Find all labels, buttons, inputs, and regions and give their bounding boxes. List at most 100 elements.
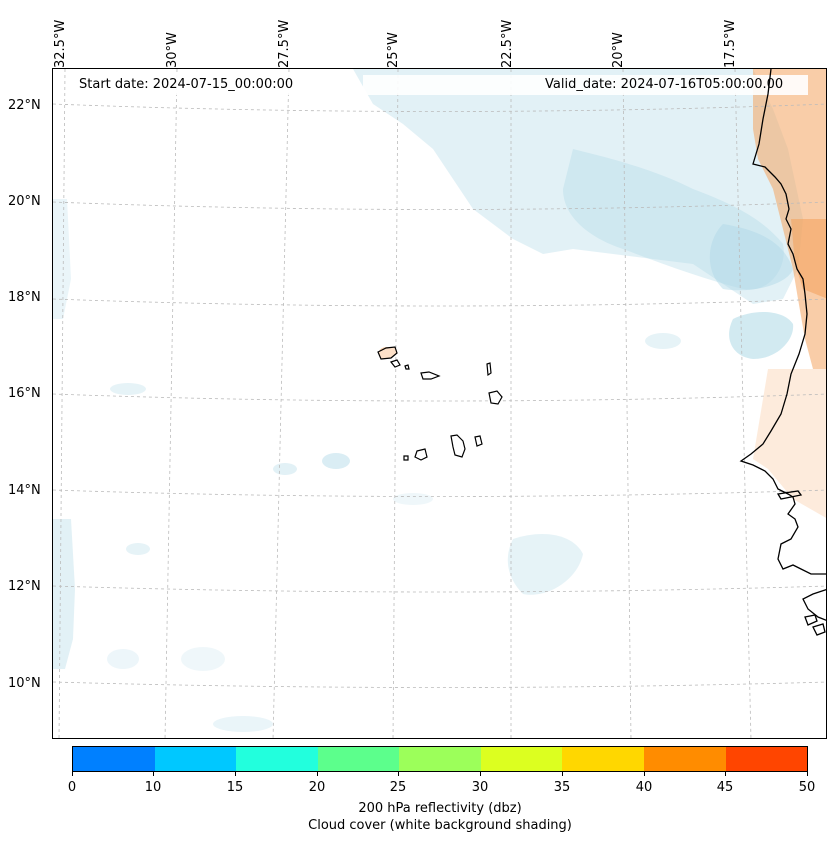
colorbar-segment xyxy=(317,747,400,771)
warm-land-south xyxy=(753,369,826,518)
cape-verde-islands xyxy=(377,346,503,461)
island-sao-nicolau xyxy=(420,371,441,380)
colorbar-tick-label: 15 xyxy=(226,780,244,795)
cloud-patch-west-north xyxy=(53,199,71,319)
lat-label: 12°N xyxy=(8,579,41,594)
colorbar-tickmark xyxy=(398,772,399,776)
cloud-blob xyxy=(181,647,225,671)
warm-land-core xyxy=(791,219,826,299)
colorbar-tickmark xyxy=(807,772,808,776)
colorbar-tickmark xyxy=(153,772,154,776)
lon-label: 22.5°W xyxy=(500,19,515,68)
header-backdrop xyxy=(73,75,333,95)
cloud-core-north xyxy=(563,149,784,290)
meridian-line xyxy=(272,69,290,738)
warm-land-north xyxy=(753,69,826,369)
island-santiago xyxy=(450,434,466,458)
colorbar-segment xyxy=(73,747,155,771)
meridian-line xyxy=(164,69,178,738)
colorbar-tickmark xyxy=(235,772,236,776)
island-santa-luzia xyxy=(404,364,410,370)
bissagos-island xyxy=(804,614,818,626)
meridian-line xyxy=(392,69,399,738)
colorbar-tickmark xyxy=(725,772,726,776)
map-svg xyxy=(53,69,826,738)
island-brava xyxy=(403,455,409,461)
colorbar-tickmark xyxy=(644,772,645,776)
lat-label: 18°N xyxy=(8,290,41,305)
island-maio xyxy=(474,435,483,447)
colorbar-segment xyxy=(725,747,808,771)
colorbar-segment xyxy=(643,747,726,771)
colorbar-tick-label: 25 xyxy=(389,780,407,795)
cloud-patch-coast xyxy=(729,312,794,359)
meridian-line xyxy=(622,69,632,738)
parallel-line xyxy=(53,201,826,210)
parallel-line xyxy=(53,489,826,497)
cloud-blob xyxy=(645,333,681,349)
cloud-band-north xyxy=(353,69,803,304)
cloud-blob xyxy=(126,543,150,555)
colorbar-tick-label: 40 xyxy=(635,780,653,795)
lat-label: 22°N xyxy=(8,98,41,113)
cloud-patch-17n xyxy=(709,224,793,291)
colorbar-segment xyxy=(399,747,481,771)
lon-label: 27.5°W xyxy=(277,19,292,68)
colorbar-title: 200 hPa reflectivity (dbz) xyxy=(358,801,522,816)
map-canvas xyxy=(52,68,827,739)
island-sao-vicente xyxy=(389,359,401,368)
lon-label: 17.5°W xyxy=(723,19,738,68)
colorbar-tickmark xyxy=(480,772,481,776)
colorbar-tick-label: 30 xyxy=(471,780,489,795)
lat-label: 14°N xyxy=(8,483,41,498)
lon-label: 20°W xyxy=(611,32,626,68)
cloud-blob xyxy=(213,716,273,732)
cloud-strip-west xyxy=(53,519,75,669)
warm-shading xyxy=(379,69,826,518)
colorbar-tick-label: 45 xyxy=(716,780,734,795)
start-date-label: Start date: 2024-07-15_00:00:00 xyxy=(79,77,294,92)
colorbar-tick-label: 35 xyxy=(553,780,571,795)
cloud-patch-south xyxy=(507,534,583,595)
colorbar-tick-label: 10 xyxy=(144,780,162,795)
cloud-blob xyxy=(107,649,139,669)
colorbar-segment xyxy=(236,747,318,771)
parallel-line xyxy=(53,681,826,688)
colorbar xyxy=(72,746,808,772)
cloud-blob xyxy=(110,383,146,395)
cloud-blob xyxy=(273,463,297,475)
colorbar-subtitle: Cloud cover (white background shading) xyxy=(308,818,572,833)
graticule xyxy=(53,69,826,738)
lat-label: 10°N xyxy=(8,676,41,691)
colorbar-tick-label: 20 xyxy=(308,780,326,795)
colorbar-tickmark xyxy=(317,772,318,776)
island-boa-vista xyxy=(488,390,503,405)
parallel-line xyxy=(53,393,826,402)
cloud-blob xyxy=(393,493,433,505)
colorbar-tick-label: 0 xyxy=(67,780,77,795)
parallel-line xyxy=(53,585,826,593)
parallel-line xyxy=(53,103,826,112)
parallel-line xyxy=(53,298,826,307)
colorbar-tickmark xyxy=(72,772,73,776)
gambia-outline xyxy=(776,490,803,500)
island-santo-antao xyxy=(377,346,398,360)
lat-label: 20°N xyxy=(8,194,41,209)
colorbar-tick-label: 50 xyxy=(798,780,816,795)
colorbar-tickmark xyxy=(562,772,563,776)
cloud-shading xyxy=(53,69,803,732)
lon-label: 32.5°W xyxy=(53,19,68,68)
coastlines xyxy=(739,69,826,636)
valid-date-label: Valid_date: 2024-07-16T05:00:00.00 xyxy=(545,77,784,92)
bissagos-island xyxy=(812,623,826,636)
island-fogo xyxy=(414,448,428,461)
colorbar-segment xyxy=(154,747,237,771)
lon-label: 25°W xyxy=(386,32,401,68)
meridian-line xyxy=(734,69,752,738)
meridian-line xyxy=(58,69,66,738)
africa-coast xyxy=(739,69,826,575)
guinea-coast xyxy=(802,588,826,621)
colorbar-segment xyxy=(480,747,563,771)
lon-label: 30°W xyxy=(165,32,180,68)
island-sal xyxy=(486,362,492,377)
